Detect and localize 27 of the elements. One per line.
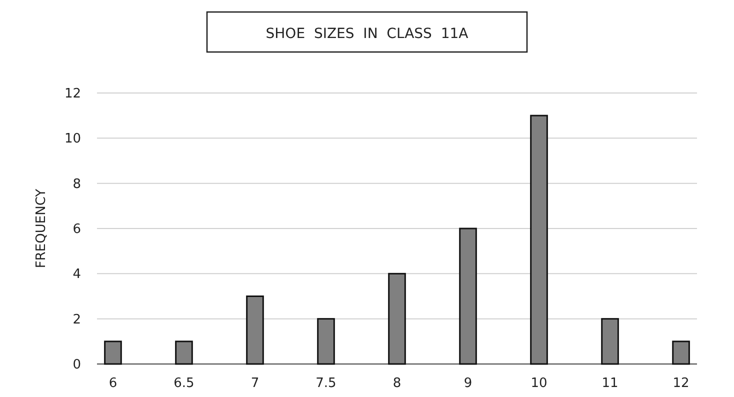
bar: [601, 318, 619, 365]
x-tick-label: 6: [108, 376, 118, 391]
y-axis-title: FREQUENCY: [34, 188, 49, 268]
y-tick-label: 4: [72, 267, 81, 282]
bar: [246, 296, 264, 365]
bar: [530, 114, 548, 365]
x-tick-label: 8: [392, 376, 402, 391]
y-tick-label: 2: [72, 312, 81, 328]
bar: [104, 340, 122, 365]
bar: [317, 318, 335, 365]
bar: [672, 340, 690, 365]
y-tick-label: 10: [64, 132, 81, 147]
x-tick-label: 6.5: [174, 376, 194, 391]
bar: [459, 228, 477, 365]
x-tick-label: 10: [530, 376, 548, 391]
y-tick-label: 8: [72, 176, 81, 192]
x-tick-label: 11: [602, 376, 618, 391]
y-tick-label: 6: [72, 222, 81, 238]
x-tick-label: 12: [672, 376, 690, 391]
bar: [175, 340, 193, 365]
x-tick-label: 7.5: [316, 376, 336, 391]
x-tick-label: 9: [464, 376, 472, 391]
x-tick-label: 7: [250, 376, 260, 391]
chart-title: SHOE SIZES IN CLASS 11A: [266, 26, 469, 42]
y-tick-label: 0: [72, 358, 81, 373]
y-tick-label: 12: [64, 86, 81, 102]
bar: [388, 272, 406, 365]
